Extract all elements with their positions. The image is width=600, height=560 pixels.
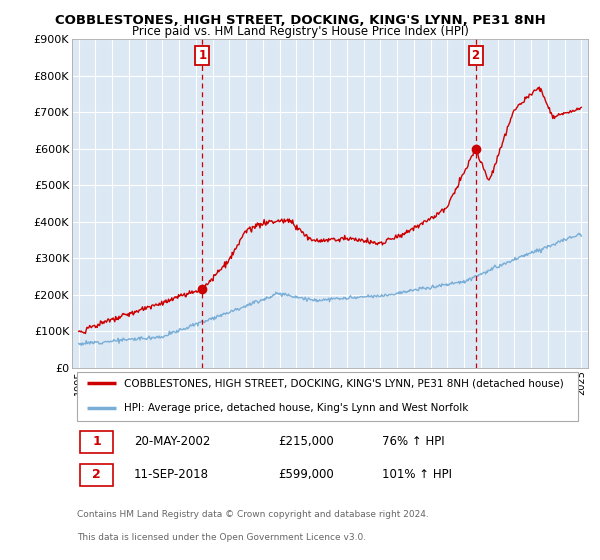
Text: HPI: Average price, detached house, King's Lynn and West Norfolk: HPI: Average price, detached house, King… <box>124 403 468 413</box>
Text: Contains HM Land Registry data © Crown copyright and database right 2024.: Contains HM Land Registry data © Crown c… <box>77 510 429 519</box>
Text: COBBLESTONES, HIGH STREET, DOCKING, KING'S LYNN, PE31 8NH (detached house): COBBLESTONES, HIGH STREET, DOCKING, KING… <box>124 379 563 389</box>
Text: £599,000: £599,000 <box>278 469 334 482</box>
FancyBboxPatch shape <box>80 464 113 486</box>
Text: £215,000: £215,000 <box>278 435 334 448</box>
Text: COBBLESTONES, HIGH STREET, DOCKING, KING'S LYNN, PE31 8NH: COBBLESTONES, HIGH STREET, DOCKING, KING… <box>55 14 545 27</box>
Text: 1: 1 <box>198 49 206 62</box>
Text: Price paid vs. HM Land Registry's House Price Index (HPI): Price paid vs. HM Land Registry's House … <box>131 25 469 38</box>
Text: This data is licensed under the Open Government Licence v3.0.: This data is licensed under the Open Gov… <box>77 533 366 542</box>
Text: 2: 2 <box>472 49 479 62</box>
Text: 76% ↑ HPI: 76% ↑ HPI <box>382 435 444 448</box>
Text: 101% ↑ HPI: 101% ↑ HPI <box>382 469 452 482</box>
FancyBboxPatch shape <box>77 372 578 421</box>
Text: 1: 1 <box>92 435 101 448</box>
Text: 20-MAY-2002: 20-MAY-2002 <box>134 435 210 448</box>
FancyBboxPatch shape <box>80 431 113 453</box>
Text: 11-SEP-2018: 11-SEP-2018 <box>134 469 209 482</box>
Text: 2: 2 <box>92 469 101 482</box>
